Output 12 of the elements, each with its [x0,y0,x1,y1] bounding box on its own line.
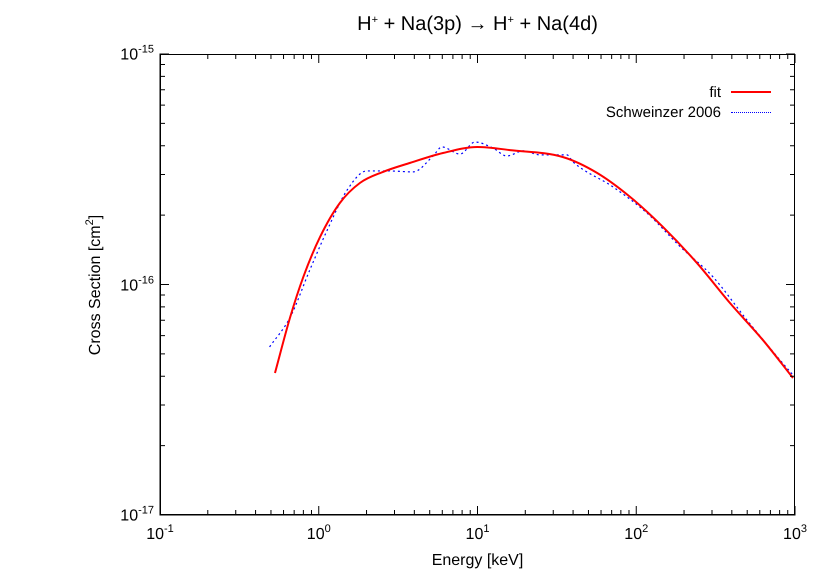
x-tick-label: 10$^{1}$ [466,523,490,543]
x-tick-label: 10$^{-1}$ [146,523,174,543]
x-tick-label: 10$^{3}$ [783,523,807,543]
chart-title: H$^{+}$ + Na(3p) → H$^{+}$ + Na(4d) [357,13,598,35]
y-tick-label: 10$^{-17}$ [120,504,154,525]
legend-label: Schweinzer 2006 [606,104,721,120]
y-tick-label: 10$^{-16}$ [120,274,154,294]
legend-label: fit [709,84,721,100]
x-tick-label: 10$^{0}$ [306,523,331,543]
y-tick-label: 10$^{-15}$ [120,44,154,64]
x-tick-label: 10$^{2}$ [624,523,648,543]
x-axis-title: Energy [keV] [432,552,524,569]
